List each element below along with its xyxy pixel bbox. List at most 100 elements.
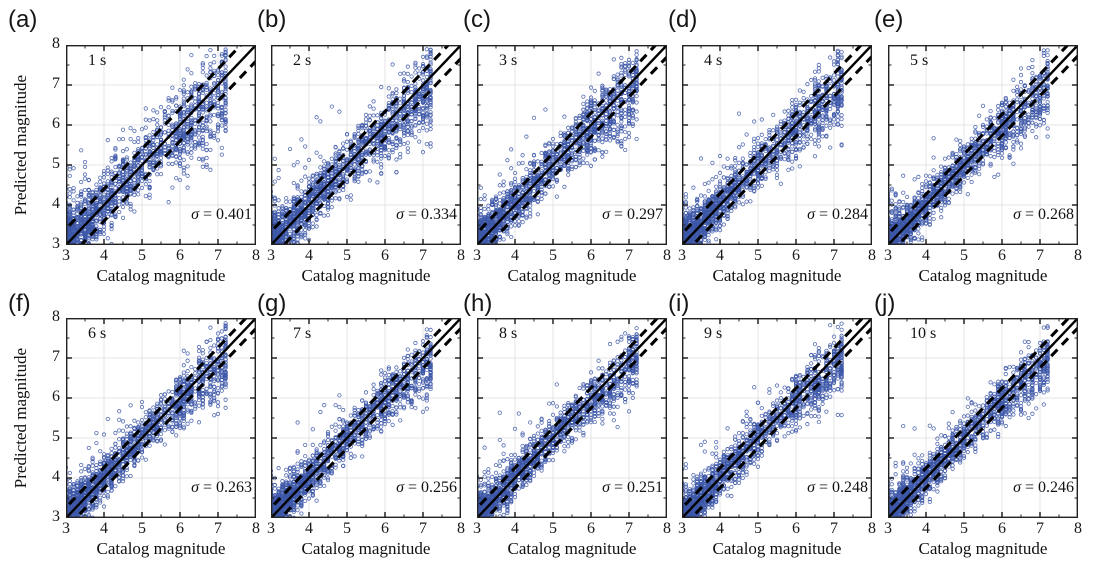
time-window-label: 3 s xyxy=(499,52,518,69)
panel-letter: (e) xyxy=(874,6,904,33)
sigma-label: σ = 0.248 xyxy=(807,479,868,497)
x-tick-label: 6 xyxy=(176,520,184,537)
x-tick-label: 7 xyxy=(419,520,427,537)
x-tick-label: 6 xyxy=(998,247,1006,264)
x-tick-label: 7 xyxy=(1036,520,1044,537)
sigma-label: σ = 0.246 xyxy=(1013,479,1074,497)
x-tick-label: 8 xyxy=(663,247,671,264)
sigma-label: σ = 0.297 xyxy=(602,206,663,224)
x-tick-label: 6 xyxy=(381,247,389,264)
x-tick-label: 5 xyxy=(138,520,146,537)
x-tick-label: 6 xyxy=(792,247,800,264)
x-tick-label: 3 xyxy=(62,247,70,264)
plot-area: 5 s σ = 0.268 3 4 5 6 7 8 Catalog magnitude xyxy=(884,45,1082,285)
plot-area: 6 s σ = 0.263 3 4 5 6 7 8 Catalog magnitude 3 4 5 6 7… xyxy=(11,308,260,558)
x-tick-label: 8 xyxy=(868,520,876,537)
y-tick-label: 6 xyxy=(52,115,60,132)
sigma-value: = 0.268 xyxy=(1020,206,1074,223)
sigma-symbol: σ xyxy=(191,206,199,223)
time-window-label: 1 s xyxy=(88,52,107,69)
scatter-canvas xyxy=(66,318,256,518)
y-axis-label: Predicted magnitude xyxy=(8,45,34,245)
sigma-value: = 0.334 xyxy=(403,206,457,223)
sigma-value: = 0.297 xyxy=(609,206,663,223)
scatter-canvas xyxy=(888,45,1078,245)
scatter-canvas xyxy=(477,45,667,245)
sigma-value: = 0.284 xyxy=(814,206,868,223)
y-axis-label-text: Predicted magnitude xyxy=(11,74,30,216)
x-tick-label: 8 xyxy=(252,247,260,264)
x-tick-label: 6 xyxy=(998,520,1006,537)
x-tick-label: 6 xyxy=(587,247,595,264)
x-tick-label: 7 xyxy=(419,247,427,264)
plot-area: 7 s σ = 0.256 3 4 5 6 7 8 Catalog magnitude xyxy=(267,318,465,558)
x-tick-label: 8 xyxy=(457,520,465,537)
x-tick-label: 8 xyxy=(868,247,876,264)
panel-letter: (i) xyxy=(668,290,690,317)
sigma-value: = 0.401 xyxy=(198,206,252,223)
x-tick-label: 3 xyxy=(884,247,892,264)
scatter-canvas xyxy=(271,318,461,518)
scatter-panel: (a) 1 s σ = 0.401 3 4 5 6 7 8 Catalog magnitude 3 4… xyxy=(8,8,260,286)
plot-area: 2 s σ = 0.334 3 4 5 6 7 8 Catalog magnitude xyxy=(267,45,465,285)
sigma-value: = 0.263 xyxy=(198,479,252,496)
x-tick-label: 3 xyxy=(473,247,481,264)
plot-area: 1 s σ = 0.401 3 4 5 6 7 8 Catalog magnitude 3 4 5 6 7… xyxy=(11,35,260,285)
x-tick-label: 4 xyxy=(716,520,724,537)
x-axis-label: Catalog magnitude xyxy=(712,266,842,285)
x-tick-label: 4 xyxy=(922,520,930,537)
x-tick-label: 3 xyxy=(678,520,686,537)
time-window-label: 5 s xyxy=(910,52,929,69)
x-tick-label: 5 xyxy=(138,247,146,264)
scatter-panel: (b) 2 s σ = 0.334 3 4 5 6 7 8 Catalog magnitude xyxy=(257,8,465,286)
x-tick-label: 4 xyxy=(100,520,108,537)
sigma-label: σ = 0.268 xyxy=(1013,206,1074,224)
scatter-canvas xyxy=(66,45,256,245)
scatter-panel: (d) 4 s σ = 0.284 3 4 5 6 7 8 Catalog magnitude xyxy=(668,8,876,286)
sigma-label: σ = 0.263 xyxy=(191,479,252,497)
plot-area: 8 s σ = 0.251 3 4 5 6 7 8 Catalog magnitude xyxy=(473,318,671,558)
sigma-symbol: σ xyxy=(396,206,404,223)
x-tick-label: 7 xyxy=(214,520,222,537)
y-tick-label: 5 xyxy=(52,428,60,445)
x-tick-label: 4 xyxy=(305,247,313,264)
x-tick-label: 7 xyxy=(214,247,222,264)
panel-letter: (h) xyxy=(463,290,493,317)
x-tick-label: 4 xyxy=(716,247,724,264)
x-tick-label: 5 xyxy=(960,247,968,264)
x-tick-label: 6 xyxy=(381,520,389,537)
sigma-label: σ = 0.284 xyxy=(807,206,868,224)
time-window-label: 10 s xyxy=(910,325,937,342)
x-tick-label: 7 xyxy=(1036,247,1044,264)
sigma-symbol: σ xyxy=(396,479,404,496)
x-tick-label: 6 xyxy=(587,520,595,537)
scatter-canvas xyxy=(271,45,461,245)
panel-letter: (d) xyxy=(668,6,698,33)
scatter-canvas xyxy=(682,318,872,518)
sigma-symbol: σ xyxy=(602,479,610,496)
x-axis-label: Catalog magnitude xyxy=(507,539,637,558)
sigma-label: σ = 0.251 xyxy=(602,479,663,497)
x-tick-label: 8 xyxy=(252,520,260,537)
x-axis-label: Catalog magnitude xyxy=(96,266,226,285)
x-tick-label: 7 xyxy=(830,520,838,537)
sigma-value: = 0.251 xyxy=(609,479,663,496)
panel-letter: (f) xyxy=(8,290,31,317)
panel-letter: (a) xyxy=(8,6,38,33)
time-window-label: 8 s xyxy=(499,325,518,342)
sigma-label: σ = 0.334 xyxy=(396,206,457,224)
time-window-label: 7 s xyxy=(293,325,312,342)
panel-letter: (j) xyxy=(874,290,896,317)
panel-letter: (c) xyxy=(463,6,491,33)
scatter-canvas xyxy=(888,318,1078,518)
y-tick-label: 3 xyxy=(52,235,60,252)
x-tick-label: 5 xyxy=(343,520,351,537)
x-tick-label: 5 xyxy=(343,247,351,264)
x-tick-label: 8 xyxy=(1074,247,1082,264)
x-tick-label: 4 xyxy=(922,247,930,264)
plot-area: 3 s σ = 0.297 3 4 5 6 7 8 Catalog magnitude xyxy=(473,45,671,285)
x-tick-label: 8 xyxy=(457,247,465,264)
sigma-value: = 0.248 xyxy=(814,479,868,496)
x-tick-label: 8 xyxy=(663,520,671,537)
